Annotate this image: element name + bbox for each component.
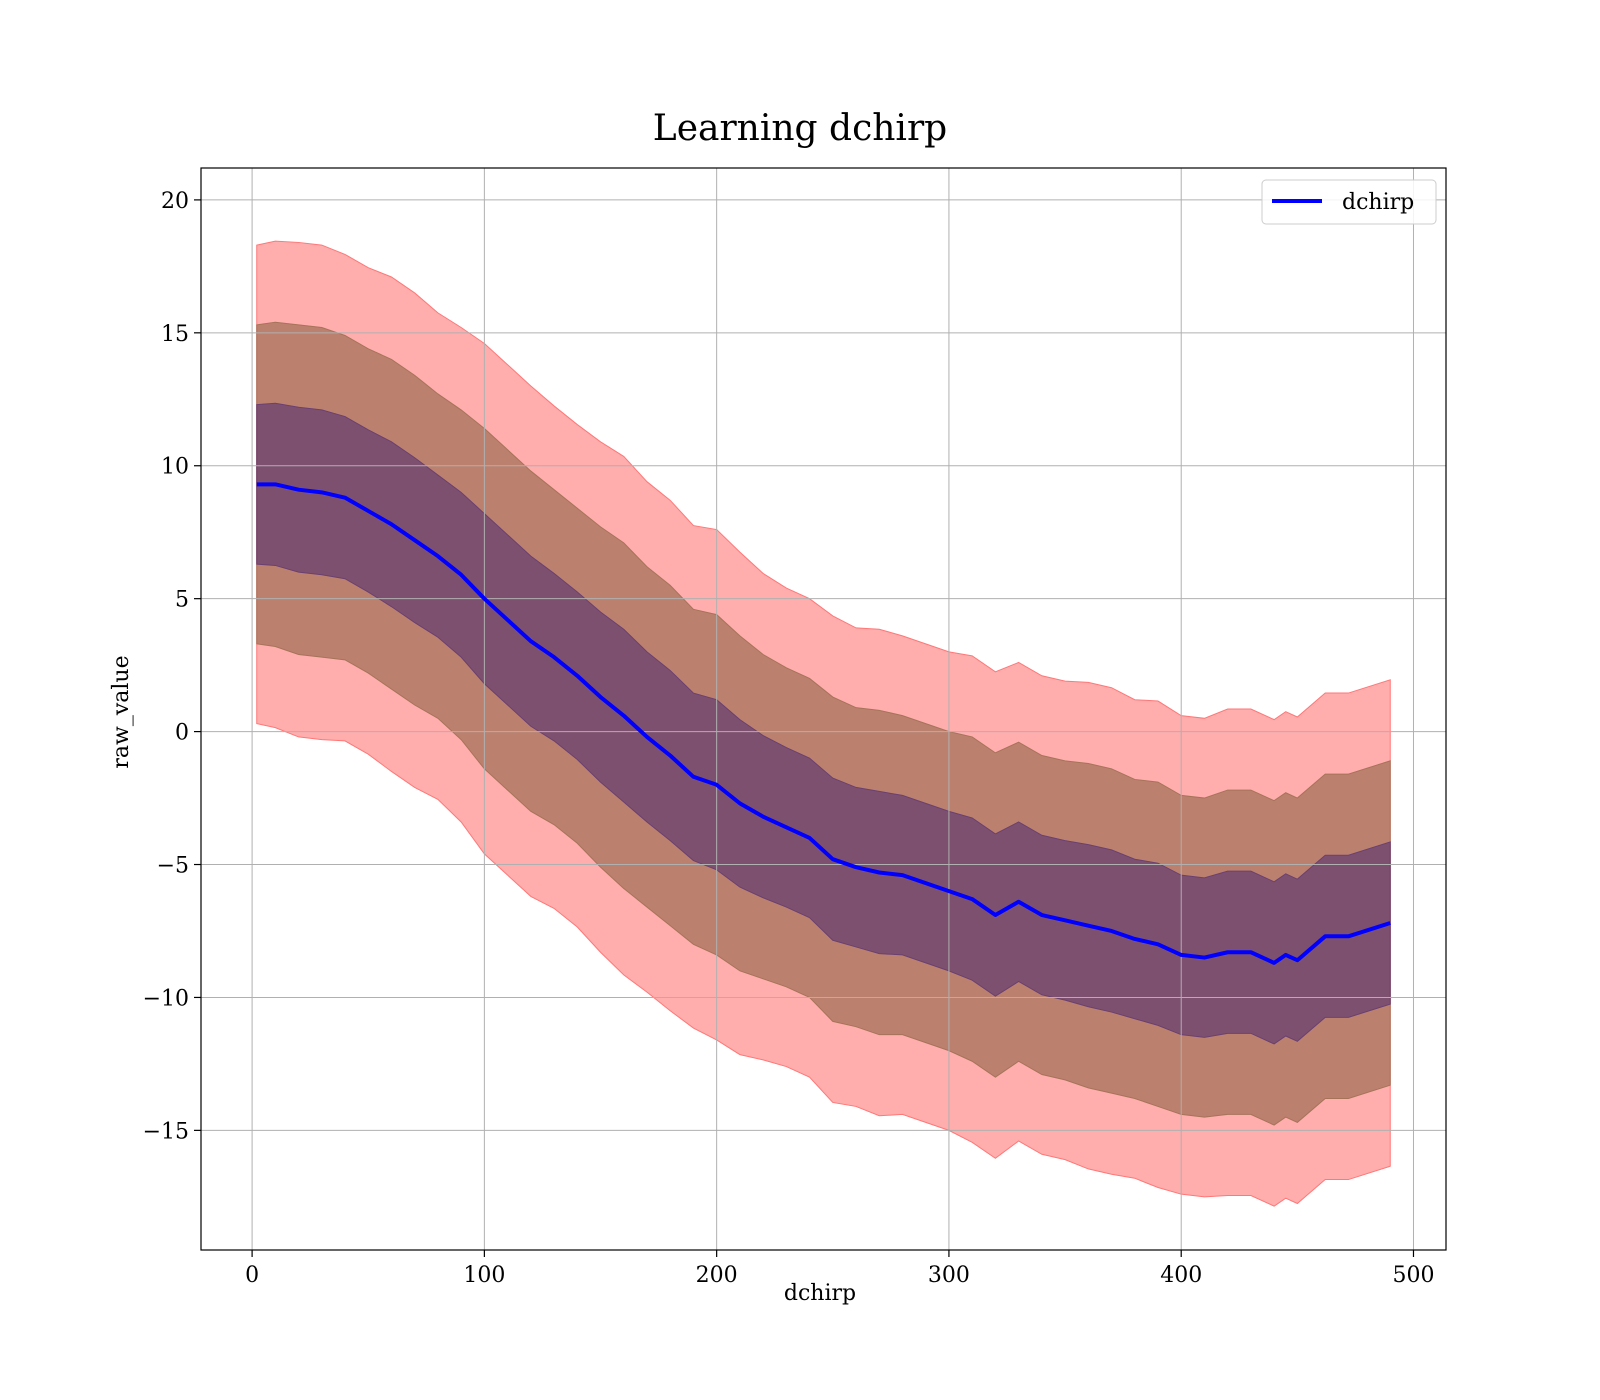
x-tick-label-200: 200 (696, 1263, 738, 1288)
std-bands (256, 240, 1391, 1207)
legend: dchirp (1261, 179, 1437, 225)
y-tick-label-5: 5 (175, 588, 189, 613)
y-tick-label--10: −10 (143, 986, 189, 1011)
series-line-dchirp (256, 482, 1391, 965)
x-tick-label-0: 0 (245, 1263, 259, 1288)
std-band-1 (256, 402, 1391, 1045)
legend-label-dchirp: dchirp (1342, 190, 1414, 215)
y-tick-label-20: 20 (161, 189, 189, 214)
chart-title: Learning dchirp (653, 108, 947, 149)
y-axis-label: raw_value (109, 655, 134, 768)
y-tick-label-10: 10 (161, 455, 189, 480)
x-axis-label: dchirp (784, 1281, 856, 1306)
x-tick-label-400: 400 (1160, 1263, 1202, 1288)
plot-frame (200, 167, 1447, 1251)
y-tick-label-0: 0 (175, 721, 189, 746)
plot-area (200, 167, 1447, 1251)
y-axis-ticks: 20 15 10 5 0 −5 −10 −15 (143, 189, 201, 1144)
x-tick-label-500: 500 (1392, 1263, 1434, 1288)
series-lines (256, 482, 1391, 965)
x-axis-ticks: 0 100 200 300 400 500 (245, 1250, 1434, 1288)
x-tick-label-300: 300 (928, 1263, 970, 1288)
y-tick-label--5: −5 (157, 854, 189, 879)
legend-box (1261, 179, 1437, 225)
y-tick-label--15: −15 (143, 1119, 189, 1144)
y-tick-label-15: 15 (161, 322, 189, 347)
x-tick-label-100: 100 (463, 1263, 505, 1288)
grid-lines (201, 168, 1446, 1250)
